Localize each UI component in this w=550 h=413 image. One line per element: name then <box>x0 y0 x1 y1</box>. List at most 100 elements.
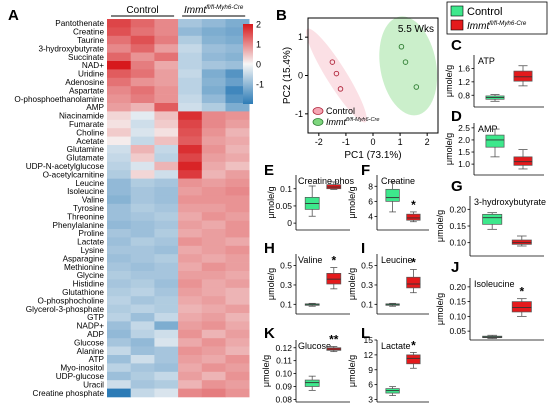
heatmap-cell <box>225 195 250 205</box>
heatmap-cell <box>201 103 226 112</box>
panel-letter-f: F <box>361 162 370 179</box>
heatmap-cell <box>107 329 131 339</box>
heatmap-cell <box>201 195 226 205</box>
heatmap-row-label: Myo-inositol <box>60 364 104 373</box>
heatmap-cell <box>107 19 131 28</box>
heatmap-cell <box>225 296 250 305</box>
heatmap-cell <box>130 313 155 322</box>
heatmap-cell <box>154 77 179 87</box>
heatmap-cell <box>201 287 226 297</box>
heatmap-row-label: Creatine phosphate <box>33 389 105 398</box>
heatmap-row-label: UDP-glucose <box>56 372 105 381</box>
box-title: Isoleucine <box>474 279 515 289</box>
colorbar <box>243 24 253 104</box>
heatmap-cell <box>154 119 179 129</box>
heatmap-cell <box>130 19 155 28</box>
heatmap-cell <box>130 69 155 79</box>
heatmap-cell <box>154 136 179 146</box>
heatmap-cell <box>178 313 203 322</box>
box-y-tick-label: 0.10 <box>449 238 466 248</box>
control-point <box>337 86 344 92</box>
heatmap-cell <box>130 27 155 37</box>
heatmap-row-label: AMP <box>86 103 104 112</box>
heatmap-row-label: Succinate <box>68 53 104 62</box>
box-title: Lactate <box>381 341 411 351</box>
heatmap-cell <box>154 321 179 331</box>
heatmap-cell <box>178 136 203 146</box>
heatmap-cell <box>107 195 131 205</box>
box-y-tick-label: 0.20 <box>449 204 466 214</box>
mutant-box <box>406 276 421 289</box>
heatmap-cell <box>225 254 250 263</box>
heatmap-row-label: Fumarate <box>69 120 104 129</box>
heatmap-cell <box>225 19 250 28</box>
heatmap-cell <box>107 262 131 272</box>
heatmap-cell <box>130 254 155 263</box>
heatmap-row-label: Histidine <box>73 280 105 289</box>
heatmap-cell <box>178 145 203 154</box>
heatmap-cell <box>154 111 179 121</box>
heatmap-cell <box>154 371 179 381</box>
box-y-tick-label: 3 <box>368 395 373 405</box>
heatmap-cell <box>178 35 203 45</box>
heatmap-cell <box>154 161 179 171</box>
heatmap-row-label: Glutathione <box>62 288 104 297</box>
pca-x-tick-label: 0 <box>370 137 375 147</box>
heatmap-cell <box>178 128 203 137</box>
heatmap-row-label: Taurine <box>77 36 104 45</box>
heatmap-cell <box>154 296 179 305</box>
heatmap-cell <box>107 287 131 297</box>
heatmap-cell <box>201 380 226 389</box>
control-point <box>329 59 336 65</box>
heatmap-row-label: NADP+ <box>76 322 104 331</box>
heatmap-cell <box>107 170 131 179</box>
box-y-axis-label: μmole/g <box>261 355 271 387</box>
panel-letter-b: B <box>276 7 287 24</box>
heatmap-cell <box>225 44 250 53</box>
heatmap-cell <box>201 170 226 179</box>
heatmap-cell <box>178 254 203 263</box>
heatmap-row-label: Methionine <box>64 263 105 272</box>
mutant-point <box>402 59 409 65</box>
heatmap-cell <box>178 178 203 188</box>
heatmap-row-label: Niacinamide <box>59 112 104 121</box>
heatmap-cell <box>130 338 155 347</box>
mutant-box <box>511 239 532 245</box>
heatmap-cell <box>201 296 226 305</box>
heatmap-cell <box>107 94 131 104</box>
heatmap-cell <box>201 321 226 331</box>
heatmap-cell <box>201 145 226 154</box>
box-y-tick-label: 0.11 <box>276 356 292 366</box>
box-y-axis-label: μmole/g <box>266 186 276 218</box>
box-y-tick-label: 0.10 <box>449 311 466 321</box>
panel-letter-h: H <box>264 240 275 257</box>
heatmap-cell <box>130 321 155 331</box>
control-box <box>482 213 503 225</box>
heatmap-cell <box>107 61 131 70</box>
heatmap-row-label: Valine <box>82 196 105 205</box>
heatmap-cell <box>154 338 179 347</box>
box-y-tick-label: 0 <box>287 218 292 228</box>
heatmap-cell <box>154 203 179 213</box>
panel-letter-c: C <box>451 37 462 54</box>
box-y-tick-label: 0.15 <box>449 221 466 231</box>
heatmap-cell <box>130 380 155 389</box>
box-y-tick-label: 0.05 <box>449 326 466 336</box>
box-y-tick-label: 0.5 <box>280 261 292 271</box>
heatmap-cell <box>130 86 155 95</box>
heatmap-cell <box>201 35 226 45</box>
heatmap-row-label: ATP <box>89 355 105 364</box>
heatmap-group-mutant-sup: fl/fl-Myh6-Cre <box>206 4 244 11</box>
heatmap-cell <box>201 161 226 171</box>
heatmap-cell <box>130 61 155 70</box>
box-y-tick-label: 0.1 <box>280 299 292 309</box>
heatmap-cell <box>107 371 131 381</box>
heatmap-cell <box>178 363 203 373</box>
control-box <box>304 379 320 387</box>
heatmap-cell <box>154 279 179 289</box>
heatmap-cell <box>225 229 250 238</box>
heatmap-cell <box>154 237 179 247</box>
heatmap-cell <box>154 355 179 364</box>
heatmap-row-label: Adenosine <box>65 78 104 87</box>
heatmap-row-label: Tyrosine <box>73 204 104 213</box>
